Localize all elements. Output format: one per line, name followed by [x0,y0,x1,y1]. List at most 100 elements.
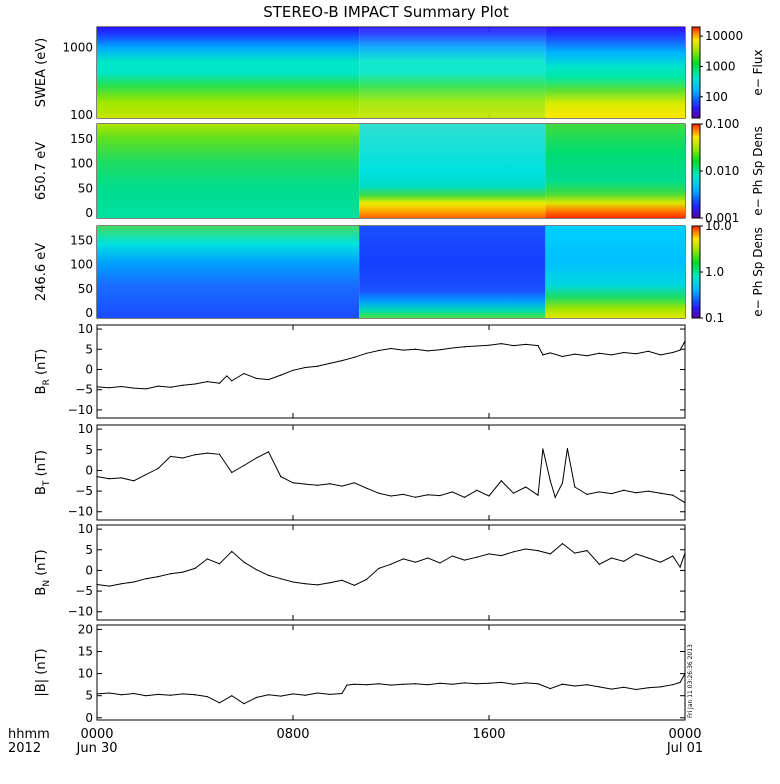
y-axis-label: BN (nT) [34,549,52,595]
data-point [194,694,196,696]
x-tick-label: 0000 [668,727,701,742]
data-point [365,352,368,354]
colorbar-label: e− Ph Sp Dens [751,126,765,215]
data-point [255,377,257,379]
y-tick-label: 5 [85,543,93,557]
heatmap-pad650 [97,124,685,218]
data-point [427,494,429,496]
data-point [659,492,662,494]
data-point [206,558,208,560]
data-point [304,366,306,369]
data-point [108,387,110,389]
data-point [488,553,490,555]
y-tick-label: −5 [75,383,93,397]
colorbar-tick-label: 1.0 [705,265,724,279]
data-point [267,451,270,453]
data-point [659,686,662,688]
data-point [341,485,343,487]
y-tick-label: 0 [85,463,93,477]
y-tick-label: 100 [70,258,93,272]
data-point [598,491,600,493]
data-point [316,692,319,694]
data-point [488,495,490,497]
data-point [194,383,196,385]
data-point [292,369,294,371]
data-point [647,490,649,492]
data-point [679,349,681,351]
data-point [341,692,343,695]
data-point [316,484,319,486]
heatmap-segment [359,27,546,118]
data-point [439,562,441,564]
data-point [341,359,343,362]
y-label-unit: (nT) [34,450,49,480]
y-tick-label: 1000 [62,40,93,54]
data-point [451,683,453,685]
data-point [635,492,637,494]
data-point [623,351,625,354]
y-axis-label: BT (nT) [34,450,52,495]
data-point [549,480,551,482]
data-point [525,548,527,550]
data-point [145,388,147,390]
colorbar-pad246: 10.0 1.0 0.1 e− Ph Sp Dens [691,219,765,325]
data-point [427,557,429,559]
data-point [549,688,551,690]
data-point [672,684,674,686]
y-axis-label: |B| (nT) [34,648,49,696]
data-point [598,352,600,354]
data-point [635,553,637,555]
data-point [476,345,478,347]
x-tick-label: 0800 [276,727,309,742]
data-point [218,563,221,565]
y-tick-label: 0 [85,563,93,577]
data-point [439,495,441,497]
data-point [402,349,404,351]
data-point [439,682,441,684]
data-point [316,584,319,586]
data-point [378,492,380,494]
colorbar-label: e− Ph Sp Dens [751,227,765,316]
data-point [169,694,172,696]
data-point [500,681,502,684]
data-point [574,552,576,554]
data-point [542,448,544,450]
data-point [353,584,355,586]
data-point [525,486,527,488]
data-point [292,581,294,583]
data-point [182,693,184,695]
data-point [169,386,172,388]
data-point [427,684,429,686]
data-point [145,578,147,580]
heatmap-segment [545,27,685,118]
data-point [206,381,208,383]
data-point [647,687,649,689]
data-point [267,378,270,381]
y-axis-label: BR (nT) [34,349,52,395]
data-point [329,362,331,365]
y-tick-label: 50 [78,181,93,195]
data-point [390,684,392,686]
y-tick-label: 0 [85,711,93,725]
data-point [525,682,527,684]
data-point [610,688,613,690]
data-point [512,683,515,685]
data-point [586,550,588,552]
data-point [554,496,556,498]
y-tick-label: 15 [78,645,93,659]
data-point [157,693,159,695]
heatmap-segment [97,124,360,218]
y-tick-label: 10 [78,422,93,436]
y-tick-label: 10 [78,522,93,536]
y-tick-label: 5 [85,443,93,457]
heatmap-segment [359,226,546,318]
data-point [292,693,294,695]
data-point [402,493,404,495]
colorbar-fill [692,226,700,318]
data-point [206,695,208,698]
y-tick-label: 150 [70,132,93,146]
colorbar-tick-label: 0.1 [705,311,724,325]
data-point [463,496,466,498]
data-point [108,692,110,694]
